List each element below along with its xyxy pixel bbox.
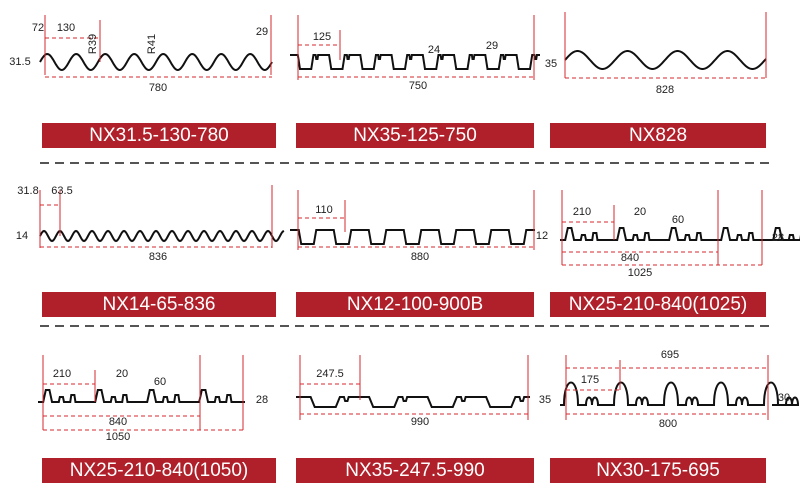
dimension-label: 20 (634, 206, 646, 218)
dimension-label: 72 (32, 22, 44, 34)
dimension-label: 175 (581, 374, 599, 386)
dimension-label: 29 (256, 26, 268, 38)
profile (560, 381, 800, 406)
dimension-label: 880 (411, 251, 429, 263)
dimension-label: 828 (656, 84, 674, 96)
profile (38, 389, 245, 403)
dimension-label: 60 (672, 214, 684, 226)
profile (39, 52, 273, 72)
dimension-label: 35 (539, 394, 551, 406)
dimension-label: 30 (778, 392, 790, 404)
profile-label: NX30-175-695 (596, 460, 720, 481)
dimension-label: 130 (57, 22, 75, 34)
profile (290, 54, 540, 70)
dimension-label: 840 (109, 416, 127, 428)
label-bar (550, 292, 766, 317)
dimension-label: 800 (659, 418, 677, 430)
dimension-label: 12 (536, 230, 548, 242)
profile (560, 227, 800, 241)
label-bar (296, 123, 534, 148)
dimension-label: 28 (772, 232, 784, 244)
dimension-label: 1050 (106, 431, 130, 443)
label-bar (296, 458, 534, 483)
dimension-label: 110 (315, 204, 333, 216)
dimension-label: 29 (486, 40, 498, 52)
profile-label: NX31.5-130-780 (89, 125, 228, 146)
dimension-label: R39 (87, 34, 99, 54)
dimension-label: 840 (621, 252, 639, 264)
profile-label: NX828 (629, 125, 687, 146)
profile-label: NX12-100-900B (347, 294, 483, 315)
dimension-label: R41 (146, 34, 158, 54)
dimension-label: 210 (53, 368, 71, 380)
profile (290, 229, 535, 245)
dimension-label: 31.5 (9, 56, 30, 68)
profile (564, 50, 767, 70)
dimension-label: 750 (409, 80, 427, 92)
dimension-label: 14 (16, 230, 28, 242)
dimension-label: 836 (149, 251, 167, 263)
dimension-label: 63.5 (51, 185, 72, 197)
dimension-label: 125 (313, 31, 331, 43)
dimension-label: 1025 (628, 267, 652, 279)
label-bar (550, 458, 766, 483)
dimension-label: 247.5 (316, 368, 344, 380)
profile-label: NX14-65-836 (102, 294, 215, 315)
dimension-label: 35 (545, 58, 557, 70)
label-bar (296, 292, 534, 317)
label-bar (42, 292, 276, 317)
dimension-label: 24 (428, 44, 440, 56)
dimension-label: 210 (573, 206, 591, 218)
dimension-label: 990 (411, 416, 429, 428)
label-bar (42, 123, 276, 148)
profile-label: NX35-125-750 (353, 125, 477, 146)
profile-label: NX35-247.5-990 (345, 460, 484, 481)
label-bar (42, 458, 276, 483)
dimension-label: 31.8 (17, 185, 38, 197)
dimension-label: 780 (149, 82, 167, 94)
dimension-label: 60 (154, 376, 166, 388)
label-bar (550, 123, 766, 148)
dimension-label: 20 (116, 368, 128, 380)
profile (296, 396, 530, 408)
profile-label: NX25-210-840(1025) (569, 294, 748, 315)
dimension-label: 28 (256, 394, 268, 406)
dimension-label: 695 (661, 349, 679, 361)
profile (39, 229, 285, 243)
profile-label: NX25-210-840(1050) (70, 460, 249, 481)
